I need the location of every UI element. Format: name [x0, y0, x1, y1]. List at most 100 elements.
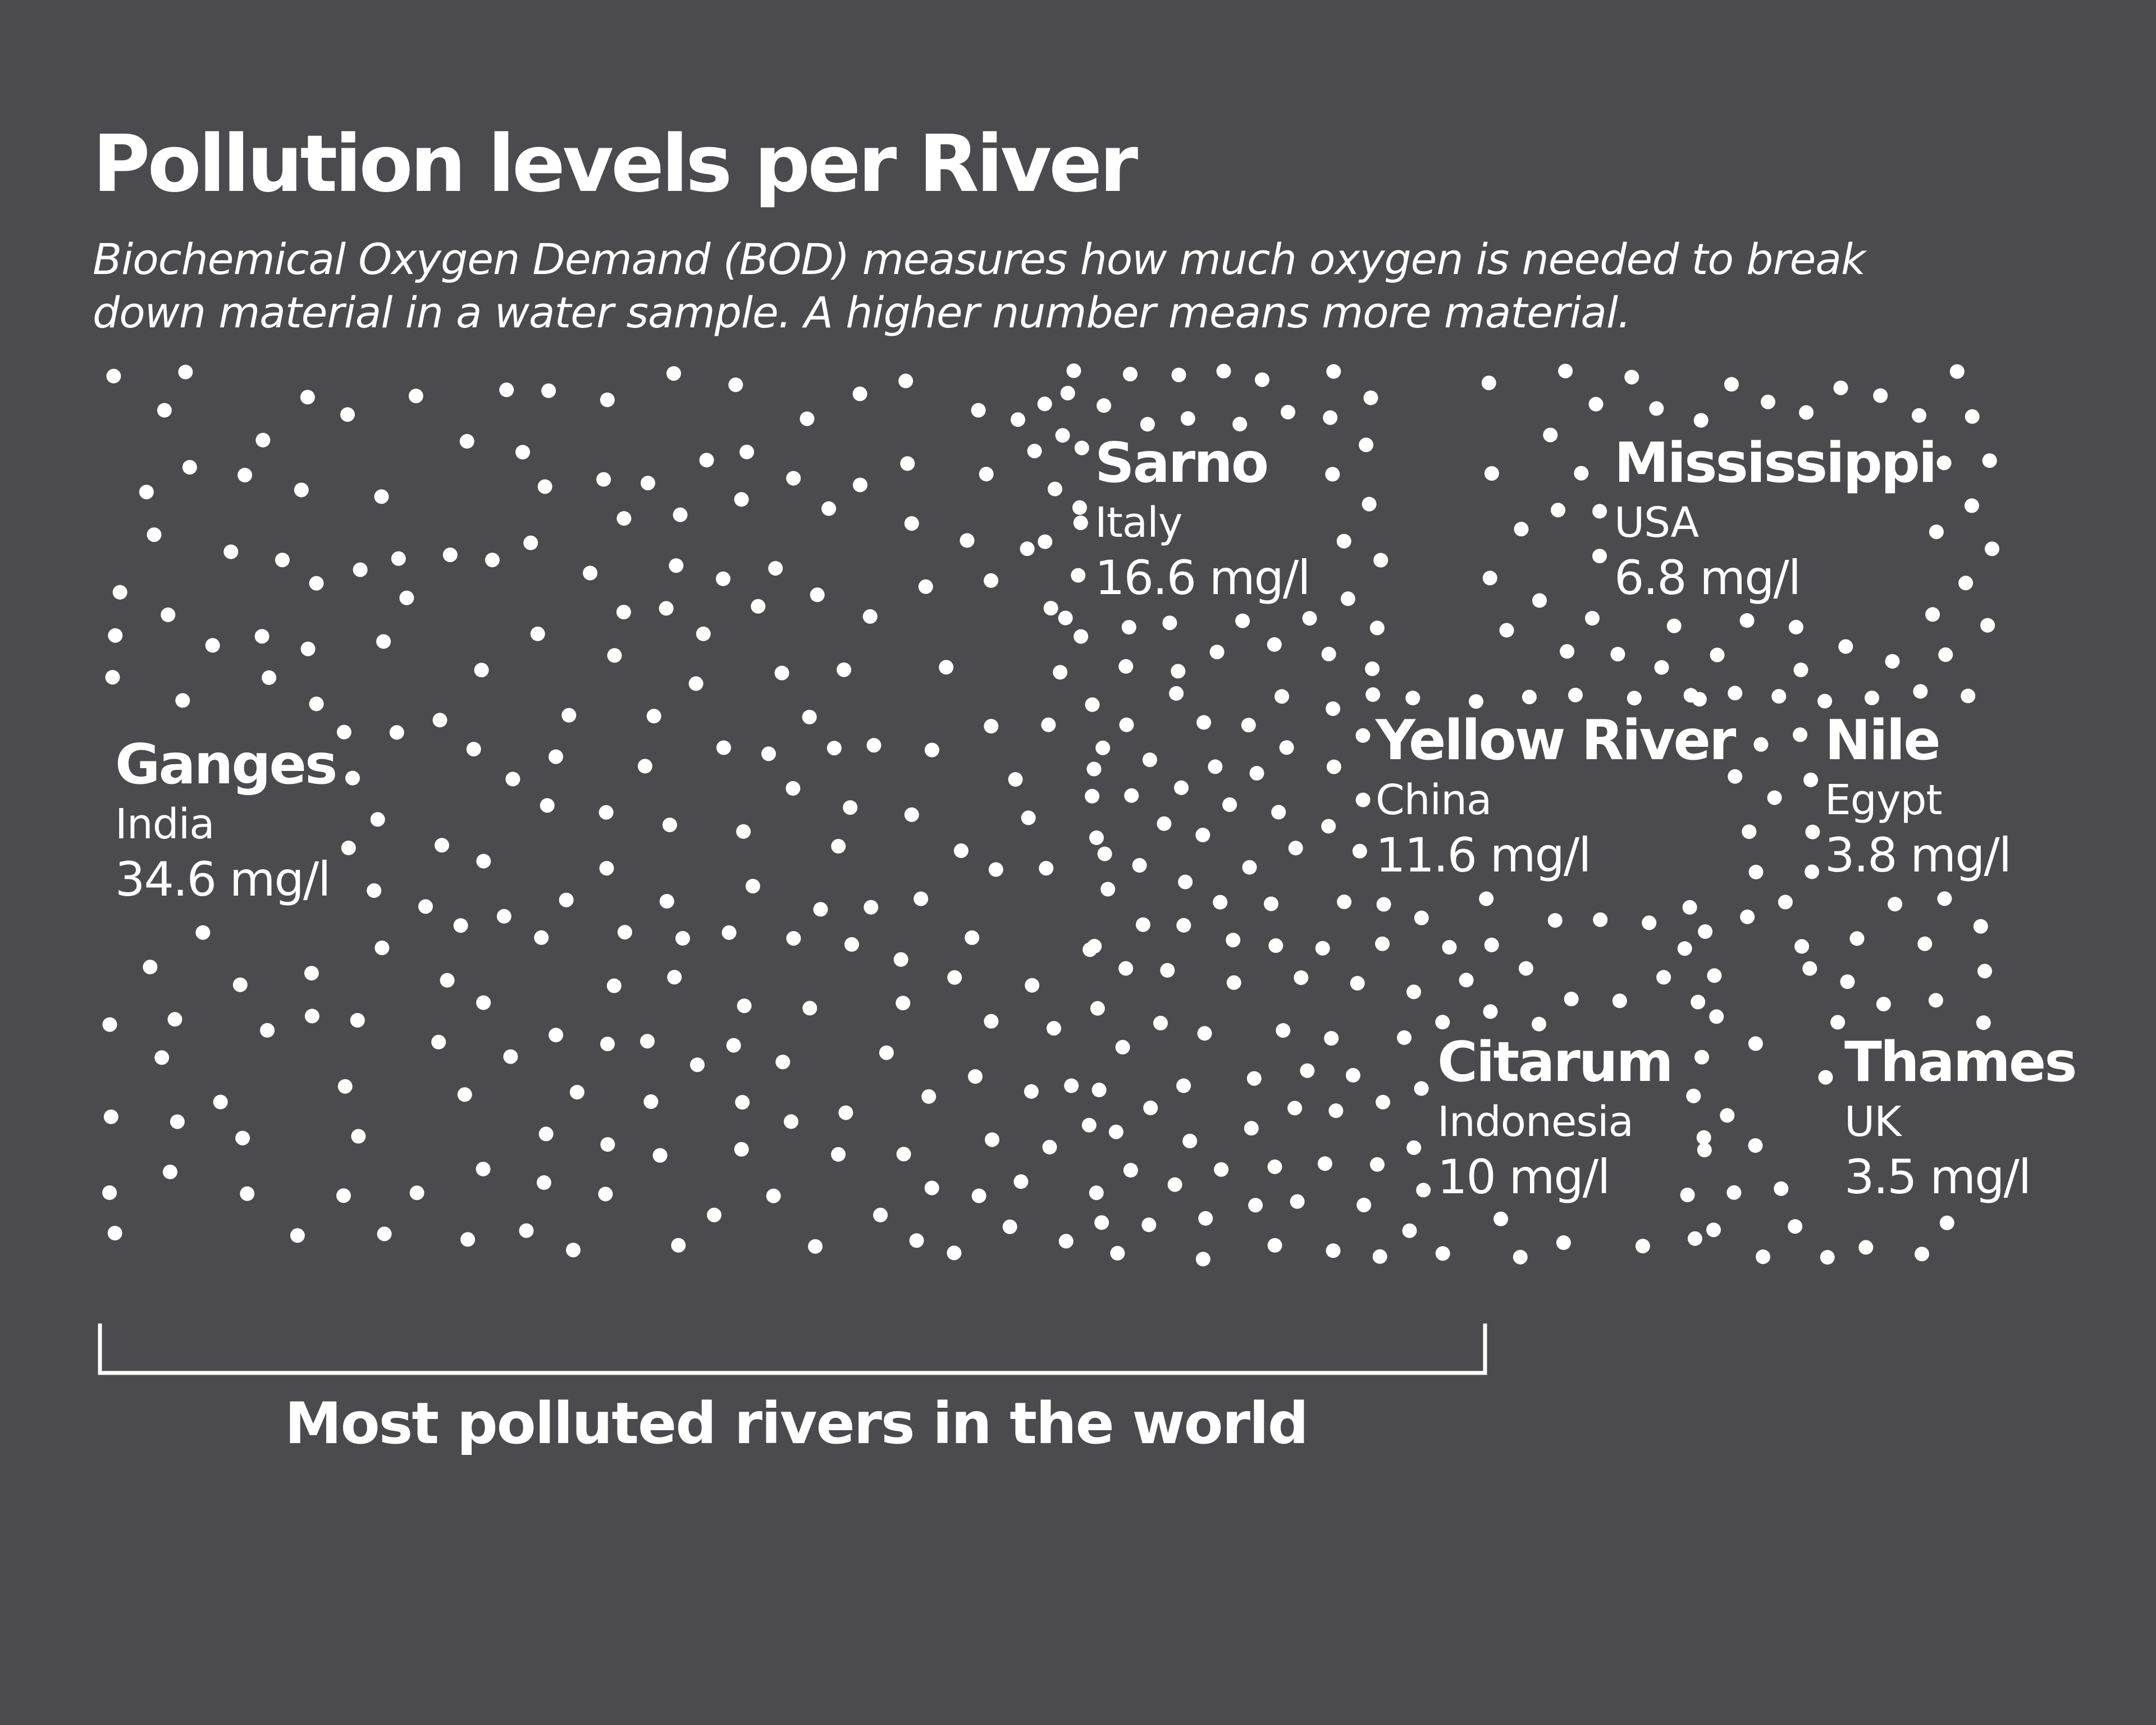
- dot-sarno: [1323, 410, 1338, 425]
- dot-sarno: [1180, 411, 1195, 426]
- dot-sarno: [1363, 390, 1378, 405]
- dot-sarno: [1123, 367, 1138, 382]
- dot-ganges: [1013, 1174, 1029, 1189]
- dot-mississippi: [1739, 613, 1755, 628]
- dot-ganges: [802, 710, 817, 724]
- dot-ganges: [254, 629, 270, 644]
- dot-citarum: [1402, 1223, 1417, 1238]
- dot-citarum: [1290, 1194, 1305, 1209]
- dot-ganges: [409, 1185, 424, 1201]
- dot-nile: [1740, 909, 1755, 924]
- dot-sarno: [1074, 440, 1089, 455]
- dot-yellow-river: [1337, 895, 1352, 910]
- dot-ganges: [843, 800, 858, 815]
- dot-mississippi: [1560, 644, 1575, 659]
- dot-yellow-river: [1242, 860, 1257, 875]
- dot-ganges: [391, 551, 406, 566]
- dot-citarum: [1115, 1039, 1130, 1055]
- dot-citarum: [1267, 1238, 1282, 1253]
- dot-ganges: [476, 854, 491, 869]
- dot-citarum: [1532, 1016, 1546, 1032]
- dot-citarum: [1197, 1026, 1212, 1041]
- dot-yellow-river: [1208, 759, 1223, 774]
- dot-sarno: [1048, 481, 1062, 496]
- dot-ganges: [175, 693, 190, 708]
- dot-ganges: [583, 565, 598, 581]
- dot-ganges: [505, 772, 520, 787]
- dot-yellow-river: [1326, 759, 1341, 774]
- dot-ganges: [598, 1186, 613, 1202]
- ganges-country-label: India: [115, 800, 214, 848]
- dot-ganges: [537, 479, 552, 494]
- dot-yellow-river: [1213, 895, 1228, 910]
- dot-yellow-river: [1176, 918, 1191, 933]
- dot-citarum: [1397, 1030, 1412, 1045]
- dot-sarno: [1326, 364, 1341, 379]
- dot-thames: [1977, 964, 1992, 979]
- dot-ganges: [939, 660, 954, 675]
- dot-ganges: [336, 1188, 351, 1203]
- dot-sarno: [1232, 417, 1248, 432]
- dot-ganges: [534, 930, 549, 945]
- mississippi-country-label: USA: [1614, 499, 1700, 547]
- dot-yellow-river: [1326, 701, 1341, 717]
- dot-ganges: [1085, 788, 1100, 804]
- dot-ganges: [459, 433, 474, 449]
- dot-ganges: [666, 366, 681, 381]
- dot-citarum: [1324, 1031, 1339, 1046]
- dot-citarum: [1656, 970, 1671, 985]
- dot-ganges: [1020, 541, 1035, 556]
- dot-ganges: [808, 1239, 823, 1254]
- dot-mississippi: [1592, 504, 1607, 519]
- dot-ganges: [499, 382, 514, 398]
- annotation-bracket: [98, 1324, 1487, 1375]
- dot-ganges: [541, 383, 556, 398]
- dot-mississippi: [1925, 607, 1940, 622]
- dot-ganges: [766, 1188, 781, 1203]
- dot-ganges: [707, 1207, 721, 1222]
- nile-country-label: Egypt: [1825, 776, 1942, 824]
- dot-ganges: [984, 573, 999, 588]
- dot-ganges: [802, 1001, 817, 1016]
- dot-citarum: [1696, 1130, 1711, 1145]
- dot-thames: [1706, 1222, 1721, 1238]
- dot-ganges: [979, 467, 994, 482]
- dot-citarum: [1406, 1140, 1422, 1155]
- dot-yellow-river: [1479, 891, 1494, 906]
- dot-ganges: [716, 571, 730, 586]
- dot-sarno: [1140, 417, 1155, 432]
- dot-citarum: [1248, 1198, 1263, 1213]
- dot-ganges: [304, 966, 319, 981]
- dot-thames: [1876, 997, 1891, 1012]
- dot-ganges: [561, 708, 577, 723]
- dot-ganges: [1058, 1234, 1074, 1249]
- dot-mississippi: [1588, 396, 1604, 412]
- dot-citarum: [1160, 963, 1175, 978]
- dot-nile: [1865, 690, 1879, 705]
- dot-ganges: [734, 492, 749, 507]
- dot-ganges: [102, 1017, 117, 1032]
- dot-ganges: [1060, 386, 1075, 401]
- dot-mississippi: [1799, 405, 1814, 420]
- dot-citarum: [1356, 1198, 1372, 1212]
- annotation-label: Most polluted rivers in the world: [285, 1390, 1308, 1457]
- dot-ganges: [924, 742, 939, 757]
- dot-citarum: [1110, 1245, 1125, 1261]
- dot-ganges: [235, 1130, 250, 1146]
- dot-ganges: [716, 740, 731, 755]
- dot-mississippi: [1912, 408, 1926, 423]
- dot-sarno: [1071, 568, 1086, 583]
- dot-sarno: [1043, 601, 1058, 616]
- dot-ganges: [728, 377, 743, 393]
- dot-citarum: [1376, 1094, 1391, 1110]
- dot-mississippi: [1610, 647, 1625, 661]
- dot-ganges: [844, 937, 859, 952]
- dot-ganges: [1072, 500, 1087, 515]
- dot-ganges: [947, 1245, 962, 1261]
- dot-citarum: [1214, 1162, 1229, 1177]
- dot-thames: [1707, 968, 1722, 983]
- dot-citarum: [1246, 1071, 1262, 1086]
- dot-mississippi: [1532, 593, 1547, 608]
- dot-thames: [1830, 1015, 1846, 1030]
- dot-thames: [1788, 1219, 1803, 1234]
